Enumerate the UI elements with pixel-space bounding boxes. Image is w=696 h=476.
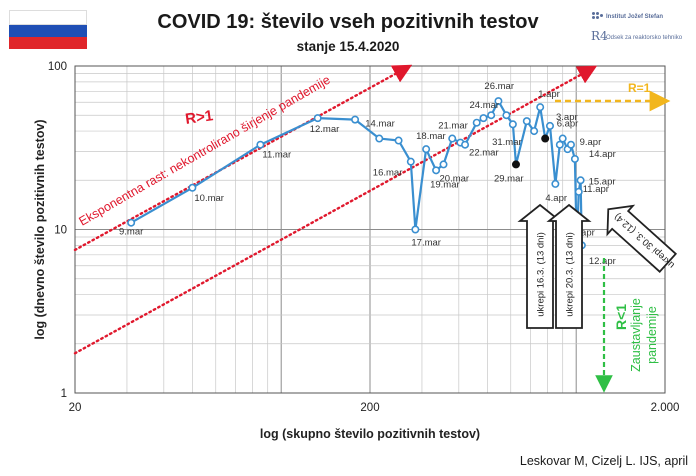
data-point [555, 140, 564, 149]
data-point [406, 157, 415, 166]
data-point [536, 103, 545, 112]
x-axis-label: log (skupno število pozitivnih testov) [260, 427, 480, 441]
y-tick-label: 100 [48, 61, 67, 73]
data-label: 21.mar [438, 121, 468, 132]
exp-line-label: Eksponentna rast: nekontrolirano širjenj… [77, 73, 333, 229]
data-label: 19.mar [430, 179, 460, 190]
data-point [448, 134, 457, 143]
point-labels: 9.mar 10.mar 11.mar 12.mar 14.mar 16.mar 17.ma… [119, 81, 616, 267]
data-label: 10.mar [194, 193, 224, 204]
x-tick-label: 2.000 [651, 402, 680, 414]
data-label: 6.apr [557, 119, 579, 130]
data-label: 11.mar [262, 150, 291, 161]
data-point [127, 218, 136, 227]
data-point [570, 154, 579, 163]
data-point [511, 160, 520, 169]
data-point [551, 179, 560, 188]
data-label: 29.mar [494, 173, 524, 184]
data-point [541, 134, 550, 143]
measure-arrow-2: ukrepi 20.3. (13 dni) [546, 203, 592, 329]
data-label: 24.mar [469, 100, 499, 111]
data-point [530, 127, 539, 136]
measure-arrow-1: ukrepi 16.3. (13 dni) [517, 203, 563, 329]
data-point [502, 111, 511, 120]
plot-frame [74, 65, 666, 394]
data-label: 31.mar [492, 137, 522, 148]
x-tick-label: 20 [69, 402, 82, 414]
data-label: 16.mar [373, 168, 403, 179]
stopping-label-2: pandemije [645, 306, 659, 364]
data-point [574, 187, 583, 196]
data-point [461, 140, 470, 149]
data-point [566, 140, 575, 149]
data-point [313, 114, 322, 123]
data-label: 14.apr [589, 149, 616, 160]
data-point [472, 118, 481, 127]
measure-arrow-3-shape [606, 204, 678, 273]
r-equals-1-label: R=1 [628, 81, 651, 95]
stopping-label-1: Zaustavljanje [629, 298, 643, 372]
data-point [576, 176, 585, 185]
chart-subtitle: stanje 15.4.2020 [296, 39, 400, 54]
exp-line-lower [73, 65, 598, 355]
data-label: 20.mar [440, 173, 470, 184]
data-label: 26.mar [484, 81, 514, 92]
logo-department: Odsek za reaktorsko tehniko [606, 35, 683, 41]
ijs-logo: Institut Jožef Stefan R4 Odsek za reakto… [590, 11, 690, 53]
data-label: 18.mar [416, 131, 446, 142]
data-label: 17.mar [411, 238, 441, 249]
data-label: 15.apr [589, 176, 616, 187]
data-label: 12.mar [310, 124, 340, 135]
logo-institute: Institut Jožef Stefan [606, 14, 664, 20]
annotations: R=1 R<1 Zaustavljanje pandemije ukrepi 16.3.… [517, 81, 678, 393]
data-label: 4.apr [545, 193, 567, 204]
data-point [422, 145, 431, 154]
y-tick-label: 10 [54, 225, 67, 237]
data-point [508, 120, 517, 129]
data-label: 22.mar [469, 148, 499, 159]
data-label: 11.apr [583, 184, 609, 195]
x-tick-label: 200 [360, 402, 379, 414]
data-point [494, 97, 503, 106]
slovenia-flag [9, 10, 87, 49]
data-point [479, 114, 488, 123]
chart-title: COVID 19: število vseh pozitivnih testov [157, 11, 539, 33]
logo-dots-icon [592, 12, 603, 22]
measure-arrow-3-label: ukrepi 30.3. (12.4) [612, 211, 677, 271]
data-point [545, 121, 554, 130]
data-point [256, 140, 265, 149]
measure-arrow-3: ukrepi 30.3. (12.4) [606, 204, 678, 273]
r-greater-1-label: R>1 [184, 107, 214, 128]
data-point [188, 183, 197, 192]
axes: 20 200 2.000 100 10 1 log (skupno število pozi… [33, 61, 679, 441]
data-point [487, 111, 496, 120]
data-point [411, 225, 420, 234]
measure-arrow-2-shape [546, 203, 592, 329]
data-label: 3.apr [556, 112, 578, 123]
data-point [439, 160, 448, 169]
data-point [375, 134, 384, 143]
measure-arrow-2-label: ukrepi 20.3. (13 dni) [565, 232, 576, 317]
data-label: 14.mar [365, 119, 395, 130]
data-label: 9.apr [580, 137, 602, 148]
data-point [394, 136, 403, 145]
logo-mark: R4 [591, 29, 608, 43]
r-less-1-label: R<1 [613, 304, 629, 330]
data-label: 12.apr [589, 256, 616, 267]
data-label: 1.apr [538, 89, 560, 100]
data-point [558, 134, 567, 143]
exp-line-upper [73, 64, 413, 252]
y-axis-label: log (dnevno število pozitivnih testov) [33, 119, 47, 339]
data-point [522, 117, 531, 126]
y-tick-label: 1 [61, 388, 67, 400]
data-label: 9.mar [119, 227, 143, 238]
footer-credit: Leskovar M, Cizelj L. IJS, april [519, 454, 688, 468]
data-point [432, 166, 441, 175]
measure-arrow-1-label: ukrepi 16.3. (13 dni) [536, 232, 547, 317]
data-point [351, 115, 360, 124]
